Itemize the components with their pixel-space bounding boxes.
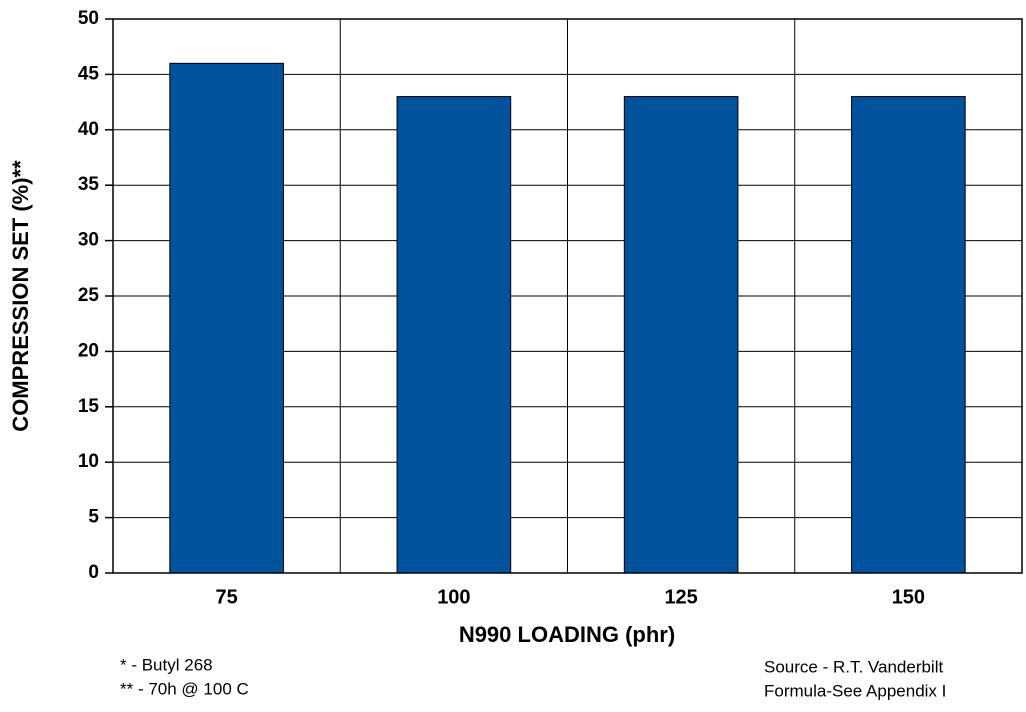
x-tick-label: 125 bbox=[664, 586, 697, 608]
bar bbox=[623, 96, 739, 574]
x-axis-title: N990 LOADING (phr) bbox=[459, 622, 675, 647]
source: Formula-See Appendix I bbox=[764, 681, 946, 700]
y-tick-label: 40 bbox=[78, 119, 99, 140]
y-tick-label: 35 bbox=[78, 174, 100, 195]
y-tick-label: 0 bbox=[88, 562, 99, 583]
y-tick-label: 20 bbox=[78, 340, 99, 361]
bar bbox=[169, 62, 284, 574]
y-axis-title: COMPRESSION SET (%)** bbox=[8, 160, 33, 432]
y-tick-label: 10 bbox=[78, 451, 99, 472]
x-tick-label: 75 bbox=[216, 586, 238, 608]
plot-frame bbox=[112, 18, 1023, 574]
y-tick-label: 45 bbox=[78, 63, 100, 84]
x-tick-label: 150 bbox=[892, 586, 925, 608]
note: ** - 70h @ 100 C bbox=[120, 679, 249, 698]
bar bbox=[851, 96, 966, 574]
x-tick-label: 100 bbox=[437, 586, 470, 608]
bar bbox=[396, 96, 512, 574]
source: Source - R.T. Vanderbilt bbox=[764, 657, 943, 676]
y-tick-label: 25 bbox=[78, 285, 100, 306]
y-tick-label: 30 bbox=[78, 230, 99, 251]
note: * - Butyl 268 bbox=[120, 655, 213, 674]
y-tick-label: 50 bbox=[78, 8, 99, 29]
y-tick-label: 15 bbox=[78, 396, 100, 417]
y-tick-label: 5 bbox=[88, 507, 99, 528]
